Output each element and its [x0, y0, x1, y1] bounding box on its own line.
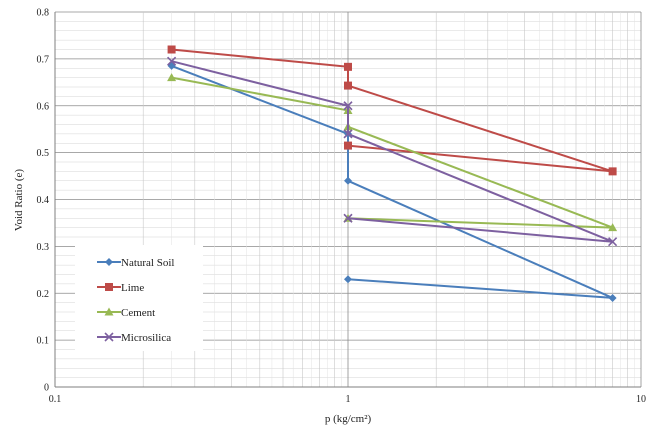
legend-swatch-marker [104, 332, 114, 342]
x-tick-label: 10 [636, 394, 646, 405]
y-tick-label: 0.4 [37, 195, 50, 206]
y-tick-label: 0.6 [37, 101, 50, 112]
data-point-lime [344, 141, 352, 150]
y-tick-label: 0 [44, 383, 49, 394]
legend-item-cement: Cement [97, 307, 155, 319]
y-tick-label: 0.8 [37, 8, 50, 19]
marker-stroke [343, 101, 353, 111]
y-axis-label: Void Ratio (e) [13, 169, 25, 231]
marker-stroke [343, 129, 353, 139]
y-tick-label: 0.1 [37, 336, 50, 347]
legend-item-lime: Lime [97, 282, 144, 294]
data-point-lime [167, 45, 176, 54]
data-point-microsilica [343, 129, 353, 139]
data-point-microsilica [343, 101, 353, 111]
legend-swatch-marker [105, 258, 113, 266]
x-axis-label: p (kg/cm²) [325, 413, 372, 425]
y-tick-label: 0.2 [37, 289, 50, 300]
axes [54, 12, 641, 388]
x-tick-label: 0.1 [49, 394, 62, 405]
legend-label: Lime [121, 282, 144, 294]
data-point-cement [608, 223, 618, 232]
y-tick-label: 0.3 [37, 242, 50, 253]
data-point-lime [608, 167, 617, 176]
marker-stroke [608, 237, 618, 247]
marker-stroke [104, 332, 114, 342]
x-tick-label: 1 [346, 394, 351, 405]
data-point-natural-soil [344, 176, 352, 185]
legend-swatch-marker [104, 307, 114, 316]
data-series [167, 45, 618, 302]
data-point-cement [167, 73, 177, 82]
legend-item-microsilica: Microsilica [97, 332, 171, 344]
series-microsilica [167, 56, 618, 247]
legend-label: Natural Soil [121, 257, 174, 269]
series-lime [167, 45, 617, 176]
data-point-natural-soil [344, 275, 352, 284]
marker-stroke [343, 213, 353, 223]
data-point-lime [344, 81, 352, 90]
legend-item-natural-soil: Natural Soil [97, 257, 174, 269]
y-tick-label: 0.7 [37, 54, 50, 65]
legend-label: Cement [121, 307, 155, 319]
data-point-microsilica [167, 56, 177, 66]
legend-swatch-marker [105, 283, 113, 291]
data-point-microsilica [608, 237, 618, 247]
data-point-natural-soil [608, 293, 617, 302]
legend-label: Microsilica [121, 332, 171, 344]
legend-box [75, 245, 203, 351]
tick-labels: 00.10.20.30.40.50.60.70.80.1 1 10 [37, 8, 647, 406]
data-point-microsilica [343, 213, 353, 223]
legend: Natural Soil Lime Cement Microsilica [75, 245, 203, 351]
marker-stroke [167, 56, 177, 66]
y-tick-label: 0.5 [37, 148, 50, 159]
data-point-lime [344, 62, 352, 71]
